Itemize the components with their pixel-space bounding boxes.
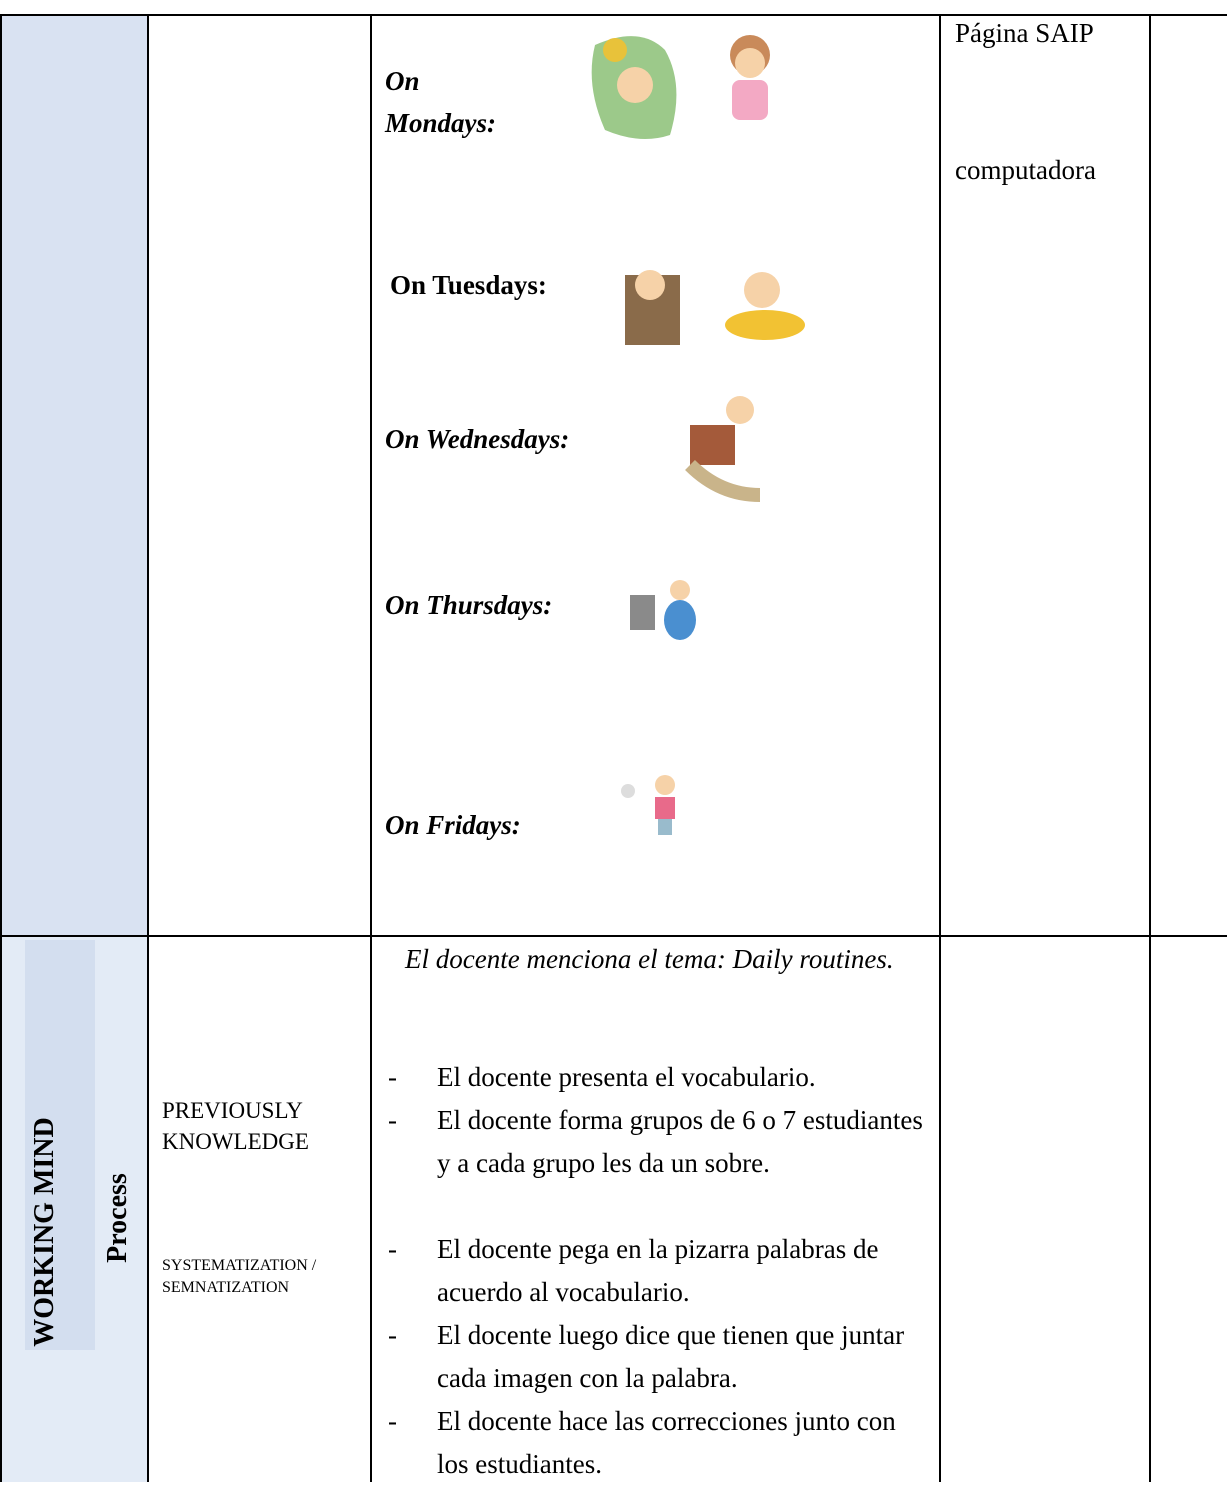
- border: [147, 14, 149, 1482]
- border: [1149, 14, 1151, 1482]
- day-label: On Tuesdays:: [390, 270, 547, 300]
- phase-label: Process: [102, 1173, 133, 1263]
- intro: El docente menciona el tema: Daily routi…: [405, 944, 894, 974]
- bullet: -: [388, 1406, 397, 1436]
- step: El docente hace las correcciones junto c…: [437, 1406, 896, 1479]
- step: El docente luego dice que tienen que jun…: [437, 1320, 905, 1393]
- border: [370, 14, 372, 1482]
- day-label: On Fridays:: [385, 810, 521, 840]
- stage-cell-bg: [2, 14, 148, 935]
- strategy: PREVIOUSLY KNOWLEDGE: [162, 1098, 309, 1154]
- resource: Página SAIP: [955, 18, 1094, 48]
- bullet: -: [388, 1105, 397, 1135]
- stage-box: [25, 940, 95, 1350]
- border: [0, 14, 1227, 16]
- day-label: On Thursdays:: [385, 590, 553, 620]
- border: [0, 935, 1227, 937]
- day-label: On Mondays:: [385, 66, 497, 138]
- day-label: On Wednesdays:: [385, 424, 570, 454]
- step: El docente presenta el vocabulario.: [437, 1062, 816, 1092]
- resource: computadora: [955, 155, 1096, 185]
- step: El docente pega en la pizarra palabras d…: [437, 1234, 879, 1307]
- bullet: -: [388, 1062, 397, 1092]
- bullet: -: [388, 1234, 397, 1264]
- bullet: -: [388, 1320, 397, 1350]
- border: [0, 14, 2, 1482]
- stage-label: WORKING MIND: [29, 1117, 60, 1347]
- strategy: SYSTEMATIZATION / SEMNATIZATION: [162, 1257, 317, 1296]
- clip-art: [591, 35, 805, 835]
- border: [939, 14, 941, 1482]
- step: El docente forma grupos de 6 o 7 estudia…: [437, 1105, 923, 1178]
